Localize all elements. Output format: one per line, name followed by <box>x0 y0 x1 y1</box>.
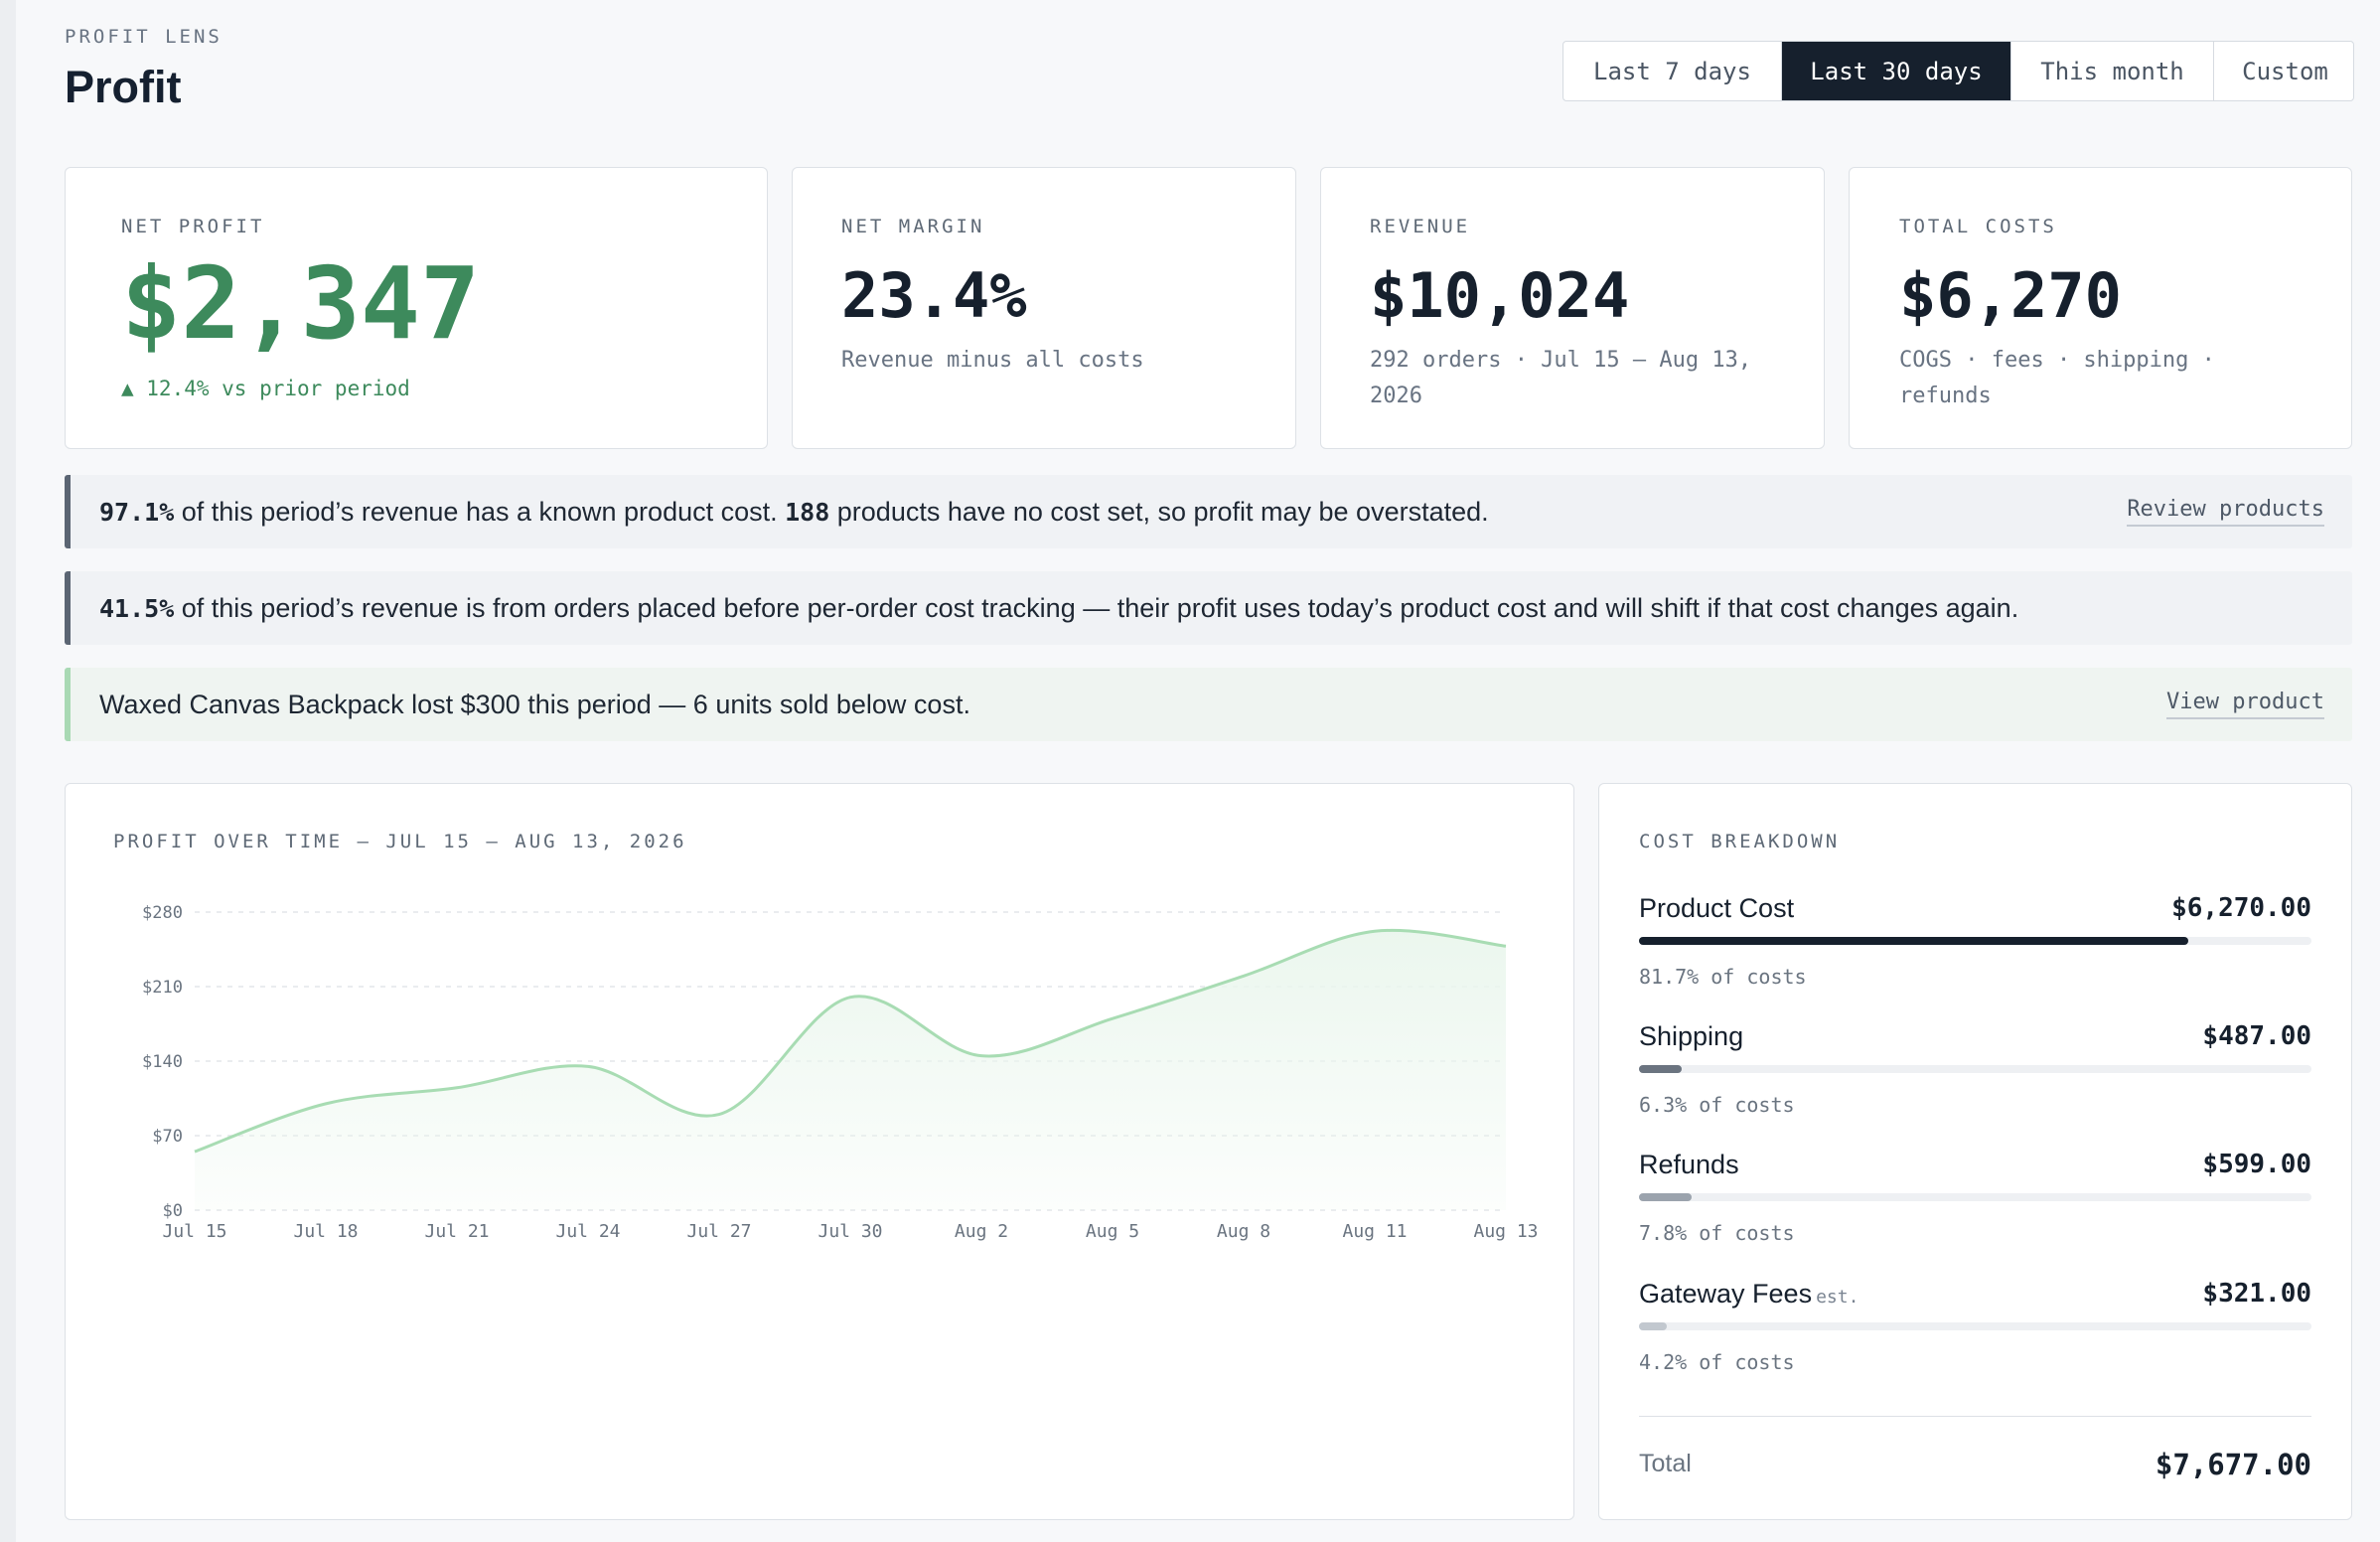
banner-text-part: of this period’s revenue has a known pro… <box>174 496 786 527</box>
cost-percent: 7.8% of costs <box>1639 1221 1795 1245</box>
kpi-value: $2,347 <box>121 245 481 362</box>
kpi-label: REVENUE <box>1370 216 1471 237</box>
total-divider <box>1639 1416 2311 1417</box>
view-product-link[interactable]: View product <box>2166 690 2324 719</box>
review-products-link[interactable]: Review products <box>2127 497 2324 527</box>
kpi-subtext-line: 2026 <box>1370 384 1422 408</box>
legacy-percent: 41.5% <box>99 593 175 623</box>
page-header: PROFIT LENS Profit <box>65 26 223 113</box>
cost-breakdown-title: COST BREAKDOWN <box>1639 831 1841 852</box>
total-value: $7,677.00 <box>2155 1448 2311 1481</box>
x-tick-label: Jul 21 <box>424 1221 489 1242</box>
cost-name: Shipping <box>1639 1021 1744 1051</box>
cost-bar-track <box>1639 1193 2311 1201</box>
banner-text: 41.5% of this period’s revenue is from o… <box>99 593 2018 624</box>
kpi-subtext-line: COGS · fees · shipping · <box>1899 348 2215 373</box>
y-tick-label: $0 <box>163 1201 183 1221</box>
cost-breakdown-panel: COST BREAKDOWN Product Cost $6,270.00 81… <box>1598 783 2352 1520</box>
y-tick-label: $140 <box>142 1052 183 1072</box>
cost-item-gateway-fees: Gateway Fees est. $321.00 4.2% of costs <box>1639 1279 2311 1374</box>
kpi-subtext: COGS · fees · shipping · refunds <box>1899 343 2296 414</box>
estimate-tag: est. <box>1816 1287 1859 1308</box>
x-tick-label: Aug 5 <box>1086 1221 1139 1242</box>
profit-chart-panel: PROFIT OVER TIME — JUL 15 – AUG 13, 2026… <box>65 783 1574 1520</box>
kpi-label: TOTAL COSTS <box>1899 216 2057 237</box>
profit-chart: $0 $70 $140 $210 $280 Jul 15 Jul 18 Jul 21 Jul 2… <box>142 903 1538 1242</box>
banner-text-part: products have no cost set, so profit may… <box>829 496 1489 527</box>
x-tick-label: Jul 27 <box>686 1221 751 1242</box>
x-tick-label: Aug 2 <box>955 1221 1008 1242</box>
chart-title: PROFIT OVER TIME — JUL 15 – AUG 13, 2026 <box>113 831 687 852</box>
cost-amount: $599.00 <box>2202 1150 2311 1179</box>
kpi-subtext-line: refunds <box>1899 384 1992 408</box>
cost-name: Product Cost <box>1639 893 1795 923</box>
cost-bar-fill <box>1639 937 2189 945</box>
app-eyebrow: PROFIT LENS <box>65 26 223 48</box>
cost-bar-track <box>1639 1065 2311 1073</box>
kpi-subtext: Revenue minus all costs <box>841 348 1144 373</box>
cost-item-product-cost: Product Cost $6,270.00 81.7% of costs <box>1639 893 2311 989</box>
cost-name: Gateway Fees est. <box>1639 1279 1859 1309</box>
kpi-subtext-line: 292 orders · Jul 15 – Aug 13, <box>1370 348 1752 373</box>
cost-bar-track <box>1639 1322 2311 1330</box>
kpi-total-costs: TOTAL COSTS $6,270 COGS · fees · shippin… <box>1849 167 2352 449</box>
y-tick-label: $70 <box>152 1127 183 1147</box>
range-last-30-days[interactable]: Last 30 days <box>1782 42 2011 100</box>
cost-bar-track <box>1639 937 2311 945</box>
x-tick-label: Jul 15 <box>162 1221 226 1242</box>
kpi-label: NET PROFIT <box>121 216 265 237</box>
x-tick-label: Jul 30 <box>818 1221 882 1242</box>
cost-bar-fill <box>1639 1065 1682 1073</box>
banner-text: Waxed Canvas Backpack lost $300 this per… <box>99 689 970 719</box>
x-tick-label: Aug 8 <box>1217 1221 1270 1242</box>
banner-text: 97.1% of this period’s revenue has a kno… <box>99 497 1489 528</box>
range-this-month[interactable]: This month <box>2011 42 2214 100</box>
left-rail <box>0 0 16 1542</box>
cost-amount: $487.00 <box>2202 1021 2311 1051</box>
x-tick-label: Aug 13 <box>1473 1221 1538 1242</box>
cost-name: Refunds <box>1639 1150 1739 1179</box>
total-label: Total <box>1639 1450 1692 1477</box>
cost-bar-fill <box>1639 1322 1668 1330</box>
kpi-revenue: REVENUE $10,024 292 orders · Jul 15 – Au… <box>1320 167 1825 449</box>
y-tick-label: $280 <box>142 903 183 923</box>
cost-amount: $6,270.00 <box>2171 893 2311 923</box>
banner-text-part: of this period’s revenue is from orders … <box>174 592 2019 623</box>
cost-percent: 6.3% of costs <box>1639 1093 1795 1117</box>
range-last-7-days[interactable]: Last 7 days <box>1563 42 1782 100</box>
kpi-change: ▲ 12.4% vs prior period <box>121 377 410 400</box>
kpi-net-profit: NET PROFIT $2,347 ▲ 12.4% vs prior perio… <box>65 167 768 449</box>
cost-percent: 4.2% of costs <box>1639 1350 1795 1374</box>
kpi-value: $6,270 <box>1899 259 2122 332</box>
kpi-value: 23.4% <box>841 259 1027 332</box>
profit-line <box>194 928 1507 1154</box>
kpi-value: $10,024 <box>1370 259 1630 332</box>
cost-item-refunds: Refunds $599.00 7.8% of costs <box>1639 1150 2311 1245</box>
legacy-orders-banner: 41.5% of this period’s revenue is from o… <box>65 571 2352 645</box>
kpi-subtext: 292 orders · Jul 15 – Aug 13, 2026 <box>1370 343 1768 414</box>
cost-name-text: Gateway Fees <box>1639 1279 1813 1309</box>
page-title: Profit <box>65 62 182 112</box>
kpi-label: NET MARGIN <box>841 216 985 237</box>
cost-bar-fill <box>1639 1193 1692 1201</box>
range-custom[interactable]: Custom <box>2242 57 2328 85</box>
cost-amount: $321.00 <box>2202 1279 2311 1309</box>
y-tick-label: $210 <box>142 978 183 998</box>
profit-area <box>195 930 1506 1210</box>
x-tick-label: Jul 24 <box>555 1221 620 1242</box>
x-tick-label: Jul 18 <box>293 1221 358 1242</box>
cost-item-shipping: Shipping $487.00 6.3% of costs <box>1639 1021 2311 1117</box>
kpi-net-margin: NET MARGIN 23.4% Revenue minus all costs <box>792 167 1296 449</box>
cost-coverage-banner: 97.1% of this period’s revenue has a kno… <box>65 475 2352 548</box>
cost-percent: 81.7% of costs <box>1639 965 1807 989</box>
loss-alert-banner: Waxed Canvas Backpack lost $300 this per… <box>65 668 2352 741</box>
date-range-selector: Last 7 days Last 30 days This month Cust… <box>1562 41 2354 101</box>
coverage-percent: 97.1% <box>99 497 175 527</box>
missing-cost-count: 188 <box>785 497 830 527</box>
x-tick-label: Aug 11 <box>1342 1221 1407 1242</box>
